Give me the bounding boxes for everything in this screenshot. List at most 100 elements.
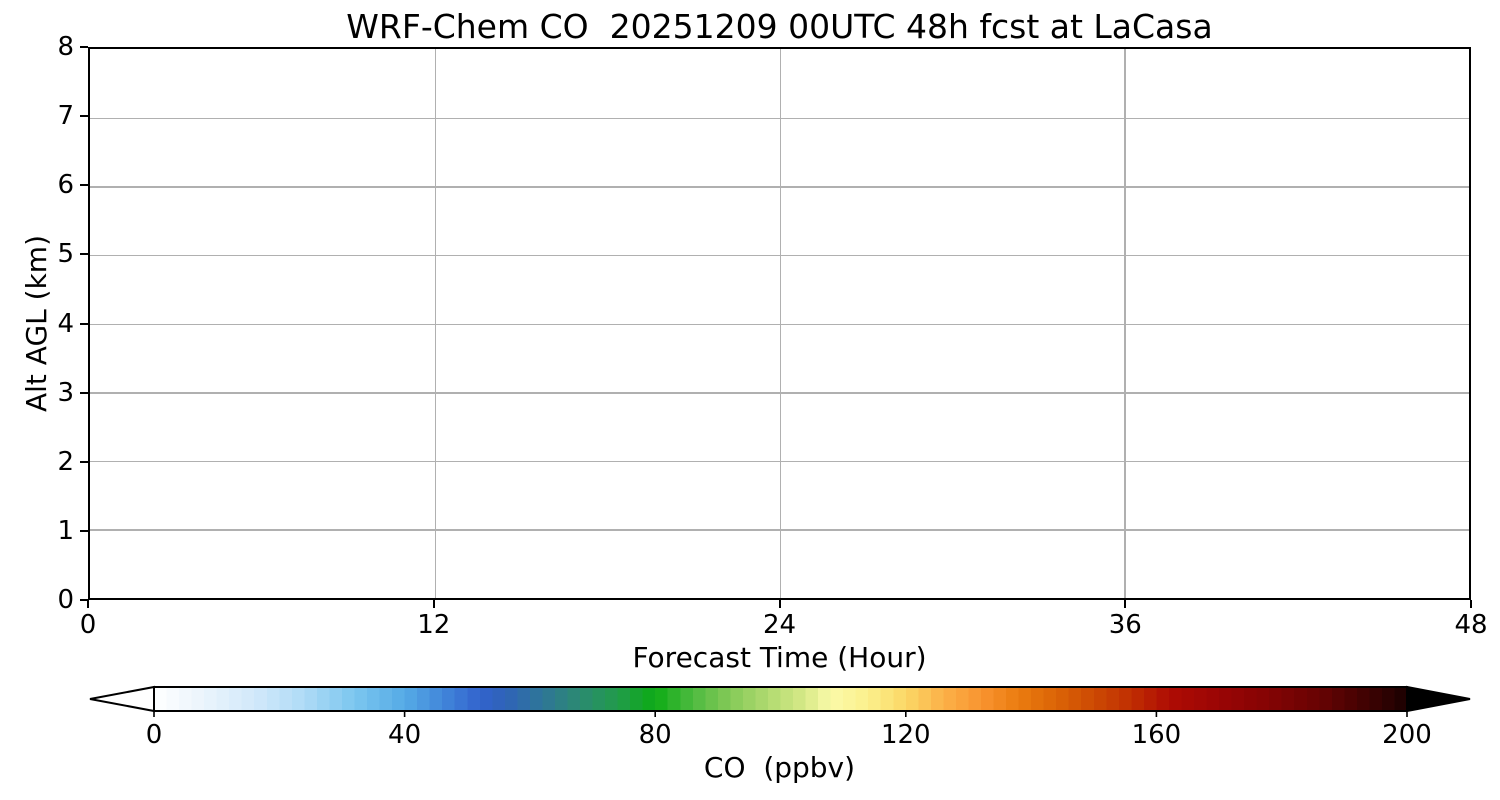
colorbar-segment [404,687,418,711]
colorbar-segment [692,687,706,711]
colorbar-segment [605,687,619,711]
y-tick-mark [80,322,88,325]
colorbar-segment [943,687,957,711]
colorbar-segment [329,687,343,711]
colorbar-segment [617,687,631,711]
colorbar-segment [229,687,243,711]
colorbar-segment [1381,687,1395,711]
colorbar-segment [580,687,594,711]
colorbar-segment [592,687,606,711]
colorbar-segment [316,687,330,711]
colorbar-segment [354,687,368,711]
colorbar-under-arrow [89,685,155,713]
colorbar-segment [980,687,995,711]
colorbar-segment [1219,687,1233,711]
colorbar-segment [379,687,393,711]
colorbar-segment [529,687,543,711]
colorbar-tick-label: 120 [880,720,931,750]
y-tick-mark [80,46,88,48]
colorbar-segment [341,687,355,711]
y-tick-mark [80,391,88,394]
colorbar-segment [1369,687,1383,711]
plot-area [88,47,1471,600]
colorbar-segment [442,687,456,711]
colorbar-segment [454,687,468,711]
colorbar-segment [755,687,769,711]
colorbar-segment [818,687,832,711]
colorbar-outline [153,686,1408,712]
colorbar-segment [166,687,180,711]
y-tick-label: 4 [57,308,74,339]
y-tick-mark [80,460,88,463]
colorbar-segment [554,687,568,711]
colorbar-segment [880,687,894,711]
y-tick-label: 5 [57,239,74,270]
colorbar-segment [930,687,944,711]
y-tick-label: 8 [57,32,74,62]
colorbar-segment [1056,687,1070,711]
gridline-vertical [434,49,437,598]
colorbar-segment [1356,687,1370,711]
y-tick-label: 7 [57,101,74,132]
colorbar-segment [191,687,205,711]
colorbar-segment [993,687,1007,711]
colorbar-segment [730,687,744,711]
y-tick-label: 2 [57,446,74,477]
colorbar-segment [767,687,781,711]
colorbar-segment [1106,687,1120,711]
colorbar-segment [1344,687,1358,711]
colorbar-segment [1156,687,1170,711]
colorbar-segment [542,687,556,711]
colorbar-segment [1018,687,1032,711]
colorbar-segment [1306,687,1320,711]
colorbar-segment [367,687,381,711]
colorbar-segment [1031,687,1045,711]
y-tick-mark [80,184,88,187]
y-tick-mark [80,529,88,532]
colorbar-segment [266,687,280,711]
colorbar-tick-label: 160 [1131,720,1182,750]
colorbar-segment [1006,687,1020,711]
colorbar-segment [417,687,431,711]
y-tick-mark [80,115,88,118]
chart-title: WRF-Chem CO 20251209 00UTC 48h fcst at L… [346,7,1213,46]
colorbar-segment [517,687,531,711]
colorbar-segment [742,687,756,711]
y-tick-mark [80,599,88,601]
colorbar-segment [905,687,919,711]
colorbar-segment [504,687,518,711]
x-tick-label: 12 [417,610,451,640]
colorbar-segment [154,687,168,711]
colorbar-segment [667,687,681,711]
colorbar-segment [843,687,857,711]
colorbar-segment [254,687,268,711]
colorbar-segment [1118,687,1132,711]
colorbar-segment [705,687,719,711]
colorbar-tick-label: 200 [1382,720,1432,750]
colorbar-segment [291,687,305,711]
colorbar-segment [780,687,794,711]
colorbar-segment [1168,687,1182,711]
colorbar-segment [805,687,819,711]
colorbar-tick-label: 80 [638,720,672,750]
y-tick-label: 0 [57,585,74,615]
colorbar-segment [830,687,844,711]
colorbar-segment [630,687,644,711]
colorbar-segment [1256,687,1270,711]
colorbar [89,685,1471,717]
x-tick-label: 36 [1108,610,1142,640]
x-tick-mark [432,600,435,608]
x-tick-label: 24 [762,610,797,640]
colorbar-segment [1068,687,1082,711]
colorbar-segment [893,687,907,711]
x-tick-mark [87,600,89,608]
colorbar-segment [216,687,230,711]
gridline-vertical [779,49,781,598]
colorbar-segment [279,687,293,711]
y-tick-label: 6 [57,170,74,201]
colorbar-segment [492,687,506,711]
x-tick-mark [1124,600,1127,608]
colorbar-segment [968,687,982,711]
colorbar-segment [642,687,656,711]
